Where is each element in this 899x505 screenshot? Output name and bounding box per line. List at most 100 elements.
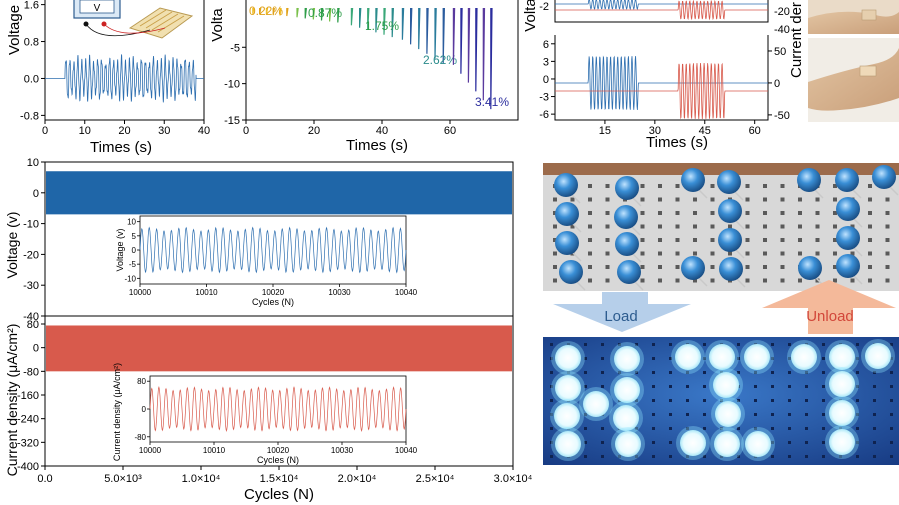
breadboard-hole <box>745 278 750 283</box>
glow-board-hole <box>686 427 689 430</box>
glow-board-hole <box>686 385 689 388</box>
glow-board-hole <box>822 413 825 416</box>
panel-b-strain-chart: Volta -5 -10 -150 20 40 60 0.22% 0.87% 1.75% 2.62… <box>209 0 519 154</box>
glow-board-hole <box>652 413 655 416</box>
breadboard-hole <box>763 238 767 242</box>
panel-c-top-frame <box>554 0 769 23</box>
breadboard-hole <box>588 224 592 229</box>
inset-x-tick-label: 10000 <box>129 288 152 297</box>
led-on <box>829 371 855 397</box>
breadboard-hole <box>798 224 802 229</box>
breadboard-hole <box>693 224 697 229</box>
glow-board-hole <box>873 441 876 444</box>
led-off <box>614 205 638 229</box>
led-on <box>745 431 771 457</box>
breadboard-hole <box>763 184 767 188</box>
breadboard-hole <box>885 197 890 202</box>
y-tick-label-right: -40 <box>774 24 790 36</box>
panel-d-ylabel-bottom: Current density (μA/cm²) <box>4 324 20 477</box>
led-on <box>583 391 609 417</box>
glow-board-hole <box>856 413 859 416</box>
leds-off <box>554 165 899 291</box>
x-tick-label: 60 <box>749 125 761 137</box>
glow-board-hole <box>771 357 774 360</box>
breadboard-hole <box>675 265 680 269</box>
x-tick-label: 15 <box>599 125 611 137</box>
inset-y-tick-label: -10 <box>124 274 136 283</box>
y-tick-label: 0.0 <box>24 73 39 85</box>
glow-board-hole <box>635 455 638 458</box>
led-on <box>613 405 639 431</box>
breadboard-hole <box>868 211 872 215</box>
inset-xlabel: Cycles (N) <box>252 297 294 307</box>
glow-board-hole <box>856 371 859 374</box>
glow-board-hole <box>737 427 740 430</box>
strain-label: 2.62% <box>423 53 457 67</box>
glow-board-hole <box>703 357 706 360</box>
inset-x-tick-label: 10030 <box>331 446 354 455</box>
panel-d-durability-chart: Voltage (v) Current density (μA/cm²) 100… <box>4 157 533 503</box>
glow-board-hole <box>703 399 706 402</box>
glow-board-hole <box>652 399 655 402</box>
strain-pulse <box>350 7 354 26</box>
led-leg <box>735 249 745 259</box>
strain-pulse <box>265 7 269 15</box>
breadboard-hole <box>570 197 575 202</box>
led-on <box>614 346 640 372</box>
glow-board-hole <box>703 343 706 346</box>
led-on <box>715 401 741 427</box>
x-tick-label: 2.0×10⁴ <box>338 473 377 485</box>
glow-board-hole <box>788 385 791 388</box>
inset-x-tick-label: 10020 <box>262 288 285 297</box>
led-off <box>797 168 821 192</box>
breadboard-hole <box>728 251 732 256</box>
glow-board-hole <box>873 385 876 388</box>
breadboard-hole <box>658 238 662 242</box>
glow-board-hole <box>788 399 791 402</box>
glow-board-hole <box>788 413 791 416</box>
elbow-photo <box>808 38 899 122</box>
breadboard-hole <box>815 197 820 202</box>
inset-x-tick-label: 10000 <box>139 446 162 455</box>
breadboard-hole <box>833 184 837 188</box>
breadboard-hole <box>850 251 855 256</box>
inset-y-tick-label: 10 <box>127 218 136 227</box>
glow-board-hole <box>669 427 672 430</box>
top-voltage-series <box>555 0 768 11</box>
breadboard-hole <box>798 238 802 242</box>
breadboard-hole <box>553 224 557 229</box>
breadboard-hole <box>675 278 680 283</box>
strain-pulse <box>367 7 370 31</box>
breadboard-hole <box>588 278 592 283</box>
glow-board-hole <box>584 413 587 416</box>
breadboard-hole <box>605 184 610 188</box>
strain-pulse <box>312 7 316 20</box>
breadboard-hole <box>833 265 837 269</box>
panel-c-body-motion-chart: Volta Current der -2 -20-40630-3-6500-501… <box>522 0 899 151</box>
x-tick-label: 0 <box>42 125 48 137</box>
breadboard-hole <box>658 224 662 229</box>
glow-board-hole <box>856 385 859 388</box>
breadboard-hole <box>710 197 715 202</box>
led-on <box>709 344 735 370</box>
y-tick-label: -3 <box>539 92 549 104</box>
glow-board-hole <box>788 343 791 346</box>
glow-board-hole <box>771 399 774 402</box>
breadboard-hole <box>605 224 610 229</box>
glow-board-hole <box>822 399 825 402</box>
strain-pulse <box>304 7 307 19</box>
inset-voltage-ylabel: Voltage (v) <box>115 228 125 271</box>
led-on <box>554 403 580 429</box>
breadboard-hole <box>640 197 645 202</box>
glow-board-hole <box>822 371 825 374</box>
y-tick-label: -5 <box>230 42 240 54</box>
led-off <box>554 173 578 197</box>
wrist-photo <box>808 0 899 34</box>
glow-board-hole <box>686 399 689 402</box>
strain-pulse <box>337 7 340 23</box>
breadboard-hole <box>570 224 575 229</box>
breadboard-hole <box>763 278 767 283</box>
glow-board-hole <box>703 385 706 388</box>
